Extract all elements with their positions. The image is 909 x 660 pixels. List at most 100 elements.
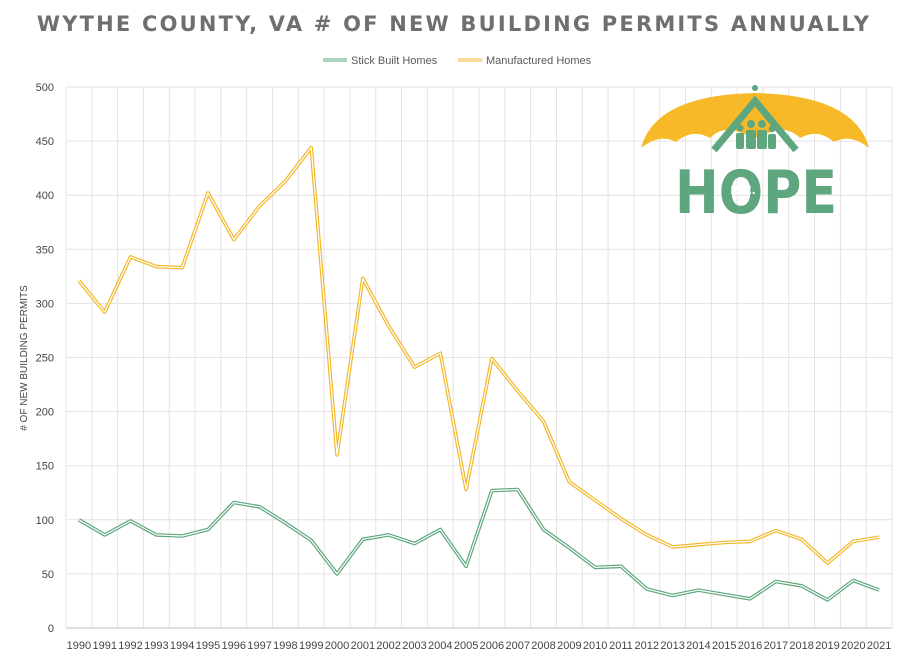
x-tick-label: 2005	[454, 640, 478, 652]
data-point-manufactured-homes	[438, 351, 442, 355]
family-icon	[736, 120, 776, 149]
data-point-stick-built-homes	[490, 489, 494, 493]
data-point-manufactured-homes	[180, 266, 184, 270]
data-point-stick-built-homes	[645, 587, 649, 591]
data-point-stick-built-homes	[825, 598, 829, 602]
house-icon	[711, 95, 799, 153]
chart-title: WYTHE COUNTY, VA # OF NEW BUILDING PERMI…	[37, 12, 871, 36]
x-tick-label: 2017	[764, 640, 788, 652]
data-point-manufactured-homes	[490, 357, 494, 361]
x-tick-label: 2002	[376, 640, 400, 652]
series-line-core-manufactured-homes	[78, 147, 880, 564]
y-axis-label: # OF NEW BUILDING PERMITS	[19, 285, 30, 431]
x-tick-label: 1995	[196, 640, 220, 652]
x-tick-label: 2007	[505, 640, 529, 652]
y-tick-label: 350	[36, 244, 54, 256]
data-point-manufactured-homes	[335, 453, 339, 457]
x-tick-label: 2010	[583, 640, 607, 652]
data-point-stick-built-homes	[283, 521, 287, 525]
series-line-core-stick-built-homes	[78, 488, 880, 601]
data-point-stick-built-homes	[722, 592, 726, 596]
data-point-stick-built-homes	[748, 597, 752, 601]
data-point-manufactured-homes	[800, 537, 804, 541]
data-point-manufactured-homes	[567, 480, 571, 484]
logo-suffix: INC.	[730, 184, 756, 197]
x-tick-label: 2004	[428, 640, 452, 652]
data-point-manufactured-homes	[645, 533, 649, 537]
x-tick-label: 2000	[325, 640, 349, 652]
data-point-stick-built-homes	[180, 534, 184, 538]
data-point-stick-built-homes	[696, 588, 700, 592]
x-tick-label: 1998	[273, 640, 297, 652]
data-point-stick-built-homes	[542, 528, 546, 532]
x-tick-label: 1993	[144, 640, 168, 652]
data-point-stick-built-homes	[361, 537, 365, 541]
x-tick-label: 1994	[170, 640, 194, 652]
x-tick-label: 1996	[222, 640, 246, 652]
data-point-stick-built-homes	[412, 542, 416, 546]
data-point-stick-built-homes	[154, 533, 158, 537]
data-point-manufactured-homes	[722, 541, 726, 545]
data-point-manufactured-homes	[877, 535, 881, 539]
data-point-stick-built-homes	[619, 564, 623, 568]
data-point-stick-built-homes	[671, 594, 675, 598]
x-tick-label: 2015	[712, 640, 736, 652]
data-point-stick-built-homes	[206, 528, 210, 532]
y-tick-label: 450	[36, 136, 54, 148]
data-point-manufactured-homes	[696, 543, 700, 547]
data-point-manufactured-homes	[464, 488, 468, 492]
data-point-manufactured-homes	[232, 238, 236, 242]
data-point-stick-built-homes	[567, 546, 571, 550]
data-point-stick-built-homes	[851, 578, 855, 582]
data-point-manufactured-homes	[387, 324, 391, 328]
y-tick-label: 400	[36, 190, 54, 202]
data-point-stick-built-homes	[438, 528, 442, 532]
legend: Stick Built Homes Manufactured Homes	[323, 55, 592, 67]
data-point-stick-built-homes	[800, 584, 804, 588]
x-tick-label: 1990	[67, 640, 91, 652]
data-point-manufactured-homes	[77, 279, 81, 283]
x-tick-label: 1992	[118, 640, 142, 652]
data-point-manufactured-homes	[671, 545, 675, 549]
x-tick-label: 2013	[660, 640, 684, 652]
x-tick-label: 2012	[635, 640, 659, 652]
data-point-stick-built-homes	[232, 500, 236, 504]
data-point-manufactured-homes	[542, 419, 546, 423]
data-point-stick-built-homes	[464, 564, 468, 568]
data-point-manufactured-homes	[154, 265, 158, 269]
data-point-manufactured-homes	[774, 529, 778, 533]
y-tick-label: 0	[48, 623, 54, 635]
data-point-stick-built-homes	[877, 588, 881, 592]
x-tick-label: 2019	[815, 640, 839, 652]
umbrella-icon	[641, 93, 869, 148]
x-tick-label: 2014	[686, 640, 710, 652]
data-point-manufactured-homes	[825, 561, 829, 565]
data-point-stick-built-homes	[774, 579, 778, 583]
data-point-stick-built-homes	[129, 519, 133, 523]
y-tick-label: 150	[36, 461, 54, 473]
x-tick-label: 1997	[247, 640, 271, 652]
data-point-stick-built-homes	[77, 518, 81, 522]
data-point-stick-built-homes	[335, 572, 339, 576]
data-point-manufactured-homes	[412, 365, 416, 369]
data-point-manufactured-homes	[283, 179, 287, 183]
x-tick-label: 2008	[531, 640, 555, 652]
x-tick-label: 2020	[841, 640, 865, 652]
data-point-manufactured-homes	[129, 255, 133, 259]
hope-logo: HOPE INC.	[641, 85, 869, 228]
legend-label-stick-built: Stick Built Homes	[351, 55, 438, 67]
logo-wordmark: HOPE	[675, 158, 837, 228]
x-tick-label: 2011	[609, 640, 633, 652]
x-tick-label: 2018	[789, 640, 813, 652]
y-tick-label: 100	[36, 515, 54, 527]
x-tick-label: 2016	[738, 640, 762, 652]
data-point-stick-built-homes	[103, 533, 107, 537]
data-point-manufactured-homes	[593, 498, 597, 502]
y-tick-label: 500	[36, 82, 54, 94]
x-tick-label: 2006	[480, 640, 504, 652]
data-point-manufactured-homes	[516, 389, 520, 393]
x-tick-label: 1999	[299, 640, 323, 652]
data-point-manufactured-homes	[206, 191, 210, 195]
